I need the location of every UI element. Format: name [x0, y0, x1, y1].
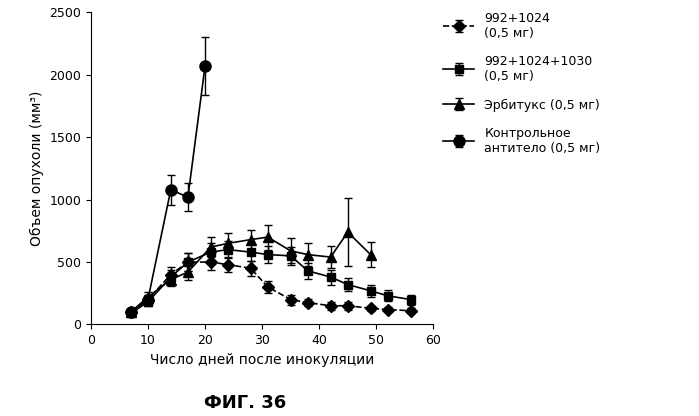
Text: ФИГ. 36: ФИГ. 36 [203, 394, 286, 412]
X-axis label: Число дней после инокуляции: Число дней после инокуляции [150, 353, 374, 367]
Legend: 992+1024
(0,5 мг), 992+1024+1030
(0,5 мг), Эрбитукс (0,5 мг), Контрольное
антите: 992+1024 (0,5 мг), 992+1024+1030 (0,5 мг… [437, 6, 607, 161]
Y-axis label: Объем опухоли (мм³): Объем опухоли (мм³) [29, 91, 44, 246]
